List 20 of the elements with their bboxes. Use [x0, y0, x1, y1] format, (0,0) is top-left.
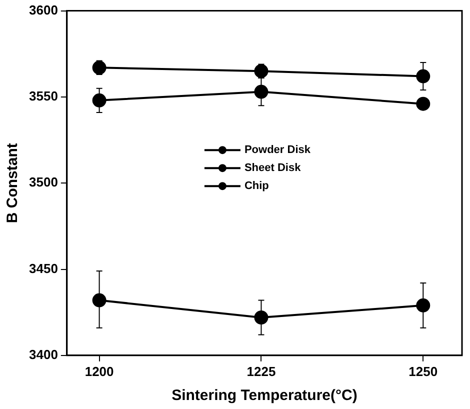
y-axis-title: B Constant: [4, 143, 22, 224]
point: [92, 93, 106, 108]
y-tick-label: 3550: [29, 88, 58, 104]
x-axis-title: Sintering Temperature(°C): [172, 387, 358, 404]
y-tick-label: 3500: [29, 174, 58, 190]
point: [416, 96, 430, 111]
x-tick-label: 1200: [84, 364, 114, 379]
x-tick-label: 1225: [246, 364, 276, 379]
x-tick-label: 1250: [408, 364, 438, 379]
y-tick-label: 3450: [29, 260, 58, 276]
legend-label: Powder Disk: [244, 144, 312, 156]
legend-label: Sheet Disk: [244, 162, 302, 174]
point: [254, 310, 268, 324]
point: [416, 69, 430, 84]
y-tick-label: 3600: [29, 2, 58, 18]
legend-label: Chip: [244, 180, 270, 192]
y-tick-label: 3400: [29, 346, 58, 362]
point: [254, 84, 268, 99]
point: [92, 293, 106, 308]
point: [416, 298, 430, 312]
